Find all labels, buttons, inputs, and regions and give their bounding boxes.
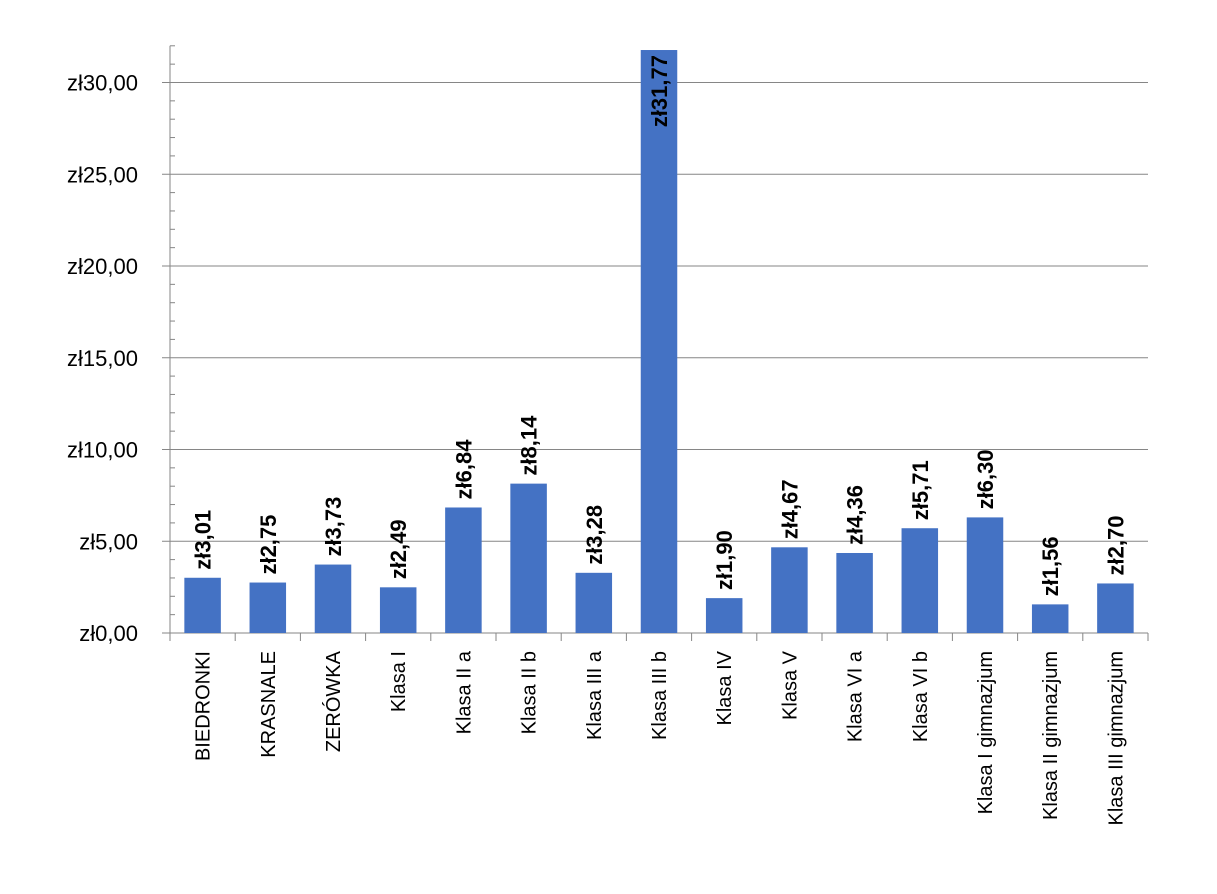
x-category-label: Klasa VI b <box>910 651 932 742</box>
x-category-label: Klasa II gimnazjum <box>1040 651 1062 820</box>
bar <box>771 547 808 633</box>
bar <box>249 582 287 633</box>
data-label: zł8,14 <box>517 415 542 476</box>
data-label: zł4,36 <box>843 485 868 545</box>
x-category-label: Klasa VI a <box>845 650 867 742</box>
bar <box>379 587 417 633</box>
bar <box>1031 604 1069 633</box>
bar <box>901 528 939 633</box>
y-tick-label: zł15,00 <box>67 346 138 371</box>
x-category-label: Klasa III gimnazjum <box>1105 651 1127 826</box>
bars <box>184 50 1134 633</box>
data-label: zł1,56 <box>1038 536 1063 596</box>
data-label: zł5,71 <box>908 460 933 520</box>
data-label: zł3,01 <box>191 510 216 570</box>
x-category-label: Klasa V <box>779 650 801 720</box>
bar <box>705 598 743 633</box>
bar <box>966 517 1004 633</box>
bar <box>575 572 613 633</box>
data-label: zł4,67 <box>777 479 802 539</box>
bar <box>314 564 352 633</box>
x-category-label: KRASNALE <box>258 651 280 758</box>
data-label: zł2,75 <box>256 515 281 575</box>
x-category-label: Klasa III b <box>649 651 671 740</box>
data-label: zł3,73 <box>321 497 346 557</box>
x-category-label: Klasa IV <box>714 650 736 725</box>
data-label: zł2,49 <box>386 519 411 579</box>
y-tick-label: zł20,00 <box>67 254 138 279</box>
x-category-label: Klasa I <box>388 651 410 712</box>
bar <box>184 577 221 633</box>
x-category-label: Klasa III a <box>584 650 606 740</box>
bar <box>640 50 678 633</box>
data-label: zł31,77 <box>647 55 672 127</box>
x-category-labels: BIEDRONKI KRASNALE ZERÓWKA Klasa I Klasa II … <box>193 650 1128 825</box>
data-label: zł3,28 <box>582 505 607 565</box>
y-tick-label: zł30,00 <box>67 71 138 96</box>
x-category-label: BIEDRONKI <box>193 651 215 761</box>
y-tick-label: zł25,00 <box>67 162 138 187</box>
y-tick-label: zł10,00 <box>67 438 138 463</box>
data-label: zł6,30 <box>973 449 998 509</box>
data-label: zł2,70 <box>1103 516 1128 576</box>
x-category-label: Klasa I gimnazjum <box>975 651 997 814</box>
x-category-label: Klasa II a <box>453 650 475 734</box>
x-category-label: ZERÓWKA <box>322 650 345 752</box>
y-tick-label: zł0,00 <box>79 621 138 646</box>
bar <box>1097 583 1134 633</box>
data-labels: zł3,01 zł2,75 zł3,73 zł2,49 zł6,84 zł8,14 zł3,… <box>191 55 1129 596</box>
y-tick-labels: zł0,00 zł5,00 zł10,00 zł15,00 zł20,00 zł25,00… <box>67 71 138 647</box>
data-label: zł6,84 <box>451 439 476 500</box>
x-category-label: Klasa II b <box>519 651 541 734</box>
bar <box>510 483 547 633</box>
data-label: zł1,90 <box>712 530 737 590</box>
bar <box>445 507 482 633</box>
y-tick-label: zł5,00 <box>79 529 138 554</box>
bar <box>836 552 873 633</box>
